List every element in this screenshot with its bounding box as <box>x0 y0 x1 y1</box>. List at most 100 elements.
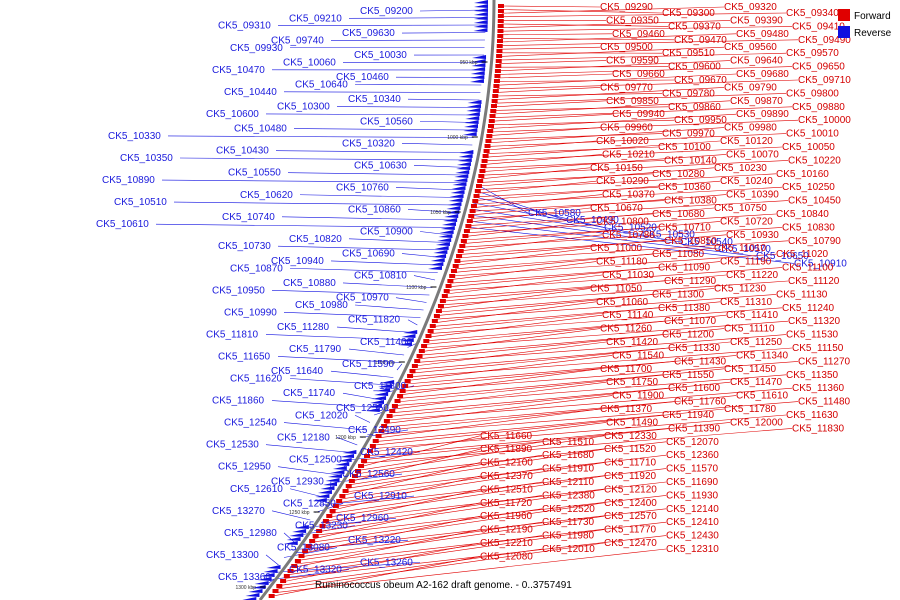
legend-forward-swatch <box>838 9 850 21</box>
forward-gene-label: CK5_09680 <box>736 69 789 80</box>
forward-leader-line <box>492 113 613 122</box>
forward-leader-line <box>491 113 737 129</box>
reverse-gene-label: CK5_10440 <box>224 87 277 98</box>
reverse-gene <box>428 266 443 270</box>
forward-gene-label: CK5_11120 <box>788 276 840 287</box>
forward-gene-label: CK5_11720 <box>480 498 533 509</box>
forward-gene-label: CK5_12310 <box>666 544 719 555</box>
forward-gene <box>465 224 472 228</box>
reverse-gene <box>446 206 461 210</box>
forward-leader-line <box>466 213 777 234</box>
reverse-leader-line <box>471 208 681 243</box>
forward-gene-label: CK5_12570 <box>604 511 657 522</box>
reverse-gene <box>286 537 301 541</box>
reverse-leader-line <box>336 437 358 446</box>
forward-gene-label: CK5_10010 <box>786 129 839 140</box>
reverse-gene-label: CK5_11800 <box>354 381 407 392</box>
forward-leader-line <box>407 355 613 381</box>
forward-leader-line <box>300 521 543 558</box>
forward-gene-label: CK5_11190 <box>720 257 772 268</box>
reverse-gene <box>254 581 269 585</box>
reverse-gene <box>340 454 355 458</box>
forward-leader-line <box>409 347 793 378</box>
forward-gene <box>298 554 305 558</box>
forward-leader-line <box>458 234 727 259</box>
forward-gene-label: CK5_09860 <box>668 102 721 113</box>
forward-leader-line <box>453 247 715 273</box>
forward-gene <box>490 109 497 113</box>
reverse-gene-label: CK5_10820 <box>289 234 342 245</box>
forward-gene <box>348 479 355 483</box>
reverse-gene-label: CK5_13080 <box>277 543 330 554</box>
forward-gene <box>496 44 503 48</box>
reverse-gene-label: CK5_10890 <box>102 175 155 186</box>
forward-leader-line <box>305 508 667 550</box>
reverse-gene <box>432 254 447 258</box>
forward-gene-label: CK5_12400 <box>604 498 657 509</box>
reverse-gene <box>472 55 487 59</box>
reverse-gene <box>332 466 347 470</box>
forward-gene-label: CK5_11080 <box>652 249 705 260</box>
reverse-gene <box>473 8 488 12</box>
forward-leader-line <box>281 542 481 583</box>
forward-leader-line <box>346 448 605 489</box>
reverse-leader-line <box>342 282 433 288</box>
scale-tick-label: 950 kbp <box>460 60 478 66</box>
forward-gene-label: CK5_10780 <box>602 230 655 241</box>
forward-leader-line <box>481 167 591 180</box>
reverse-gene-label: CK5_10740 <box>222 212 275 223</box>
forward-leader-line <box>320 495 543 529</box>
forward-gene-label: CK5_09950 <box>674 115 727 126</box>
forward-leader-line <box>499 60 607 64</box>
forward-leader-line <box>355 435 605 475</box>
forward-leader-line <box>393 381 607 410</box>
forward-gene <box>332 504 339 508</box>
forward-leader-line <box>353 441 667 478</box>
forward-leader-line <box>295 521 667 565</box>
legend-reverse-swatch <box>838 26 850 38</box>
reverse-gene <box>397 342 412 346</box>
forward-gene-label: CK5_11600 <box>668 383 721 394</box>
forward-leader-line <box>440 288 591 309</box>
forward-gene <box>480 164 487 168</box>
reverse-gene-label: CK5_09210 <box>289 13 342 24</box>
forward-gene-label: CK5_09960 <box>600 123 653 134</box>
forward-leader-line <box>478 173 777 190</box>
forward-gene-label: CK5_09340 <box>786 8 839 19</box>
forward-gene-label: CK5_11660 <box>480 431 533 442</box>
forward-leader-line <box>414 341 607 367</box>
reverse-gene-label: CK5_12610 <box>230 484 283 495</box>
forward-gene-label: CK5_09970 <box>662 129 715 140</box>
forward-gene-label: CK5_12330 <box>604 431 657 442</box>
reverse-gene-label: CK5_10690 <box>342 249 395 260</box>
forward-leader-line <box>381 395 737 432</box>
forward-gene-label: CK5_10100 <box>658 142 711 153</box>
reverse-leader-line <box>401 143 473 146</box>
forward-gene-label: CK5_09800 <box>786 88 839 99</box>
forward-gene-label: CK5_11680 <box>542 450 595 461</box>
forward-leader-line <box>362 428 793 464</box>
reverse-leader-line <box>401 32 486 34</box>
forward-leader-line <box>488 133 787 147</box>
reverse-gene <box>447 202 462 206</box>
reverse-gene <box>245 593 260 597</box>
reverse-gene <box>445 210 460 214</box>
reverse-leader-line <box>330 370 394 378</box>
forward-gene <box>433 314 440 318</box>
forward-gene-label: CK5_11130 <box>776 289 828 300</box>
reverse-gene-label: CK5_10650 <box>756 251 809 262</box>
reverse-gene-label: CK5_09310 <box>218 21 271 32</box>
forward-gene <box>418 349 425 353</box>
forward-gene-label: CK5_10120 <box>720 136 773 147</box>
reverse-gene <box>463 128 478 132</box>
forward-gene-label: CK5_10380 <box>664 196 717 207</box>
reverse-gene <box>372 396 387 400</box>
reverse-gene-label: CK5_11650 <box>218 351 271 362</box>
forward-gene-label: CK5_09660 <box>612 69 665 80</box>
forward-leader-line <box>479 167 715 187</box>
forward-leader-line <box>404 355 737 388</box>
forward-gene <box>364 454 371 458</box>
reverse-leader-line <box>419 9 486 12</box>
reverse-gene-label: CK5_11740 <box>283 388 336 399</box>
forward-gene-label: CK5_10250 <box>782 182 835 193</box>
